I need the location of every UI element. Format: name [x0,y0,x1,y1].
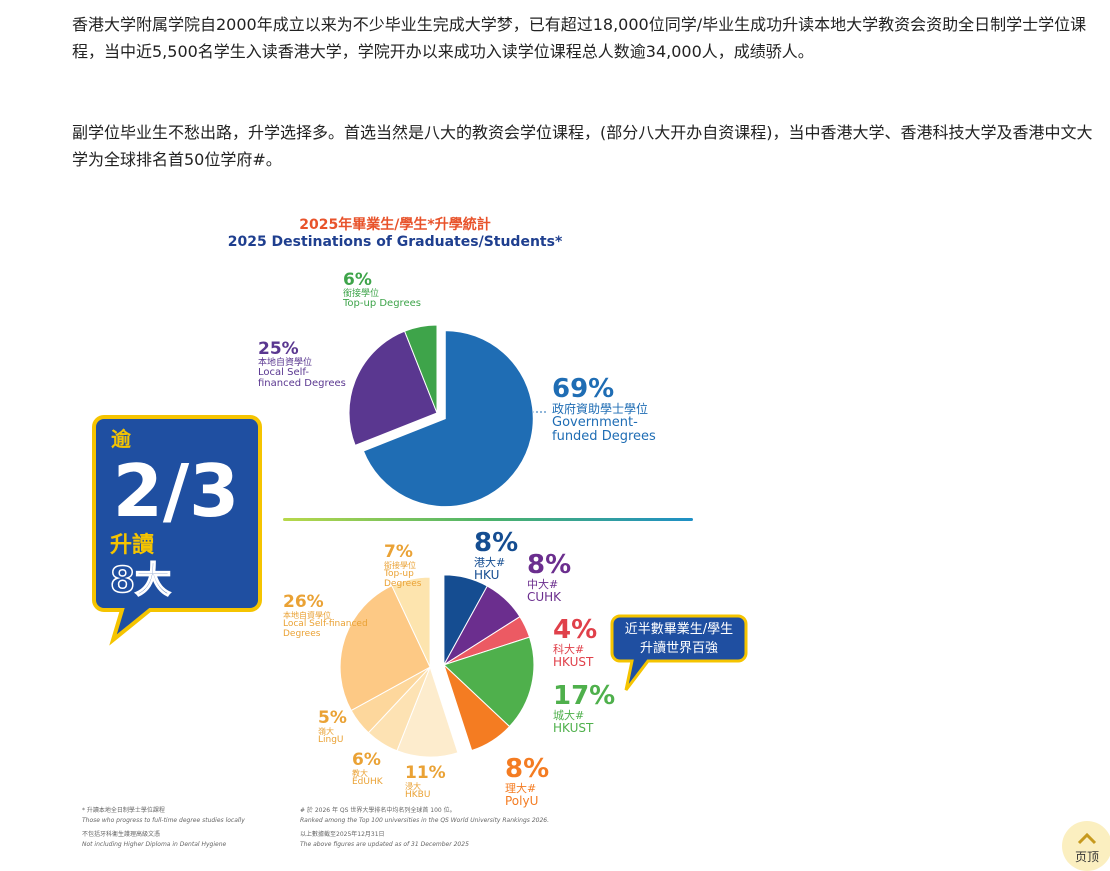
pie-slice [391,576,431,668]
category-en: HKUST [553,654,594,669]
category-en: LingU [318,735,344,746]
category-zh: 嶺大 [318,726,334,736]
category-en: Top-up Degrees [384,569,422,589]
pie-slice [442,636,535,728]
slice-label: 6% 銜接學位 Top-up Degrees [343,270,423,310]
category-en: EdUHK [352,777,383,788]
badge [92,415,262,646]
badge-verb: 升讀 [110,533,154,558]
footnote: The above figures are updated as of 31 D… [300,841,469,848]
category-en: Top-up Degrees [343,298,421,310]
badge-fraction: 2/3 [113,449,240,533]
value-label: 11% [405,763,446,783]
title-zh: 2025年畢業生/學生*升學統計 [299,216,490,233]
category-zh: 浸大 [405,781,421,791]
paragraph: 副学位毕业生不愁出路，升学选择多。首选当然是八大的教资会学位课程，(部分八大开办… [72,123,1093,169]
slice-label: 25% 本地自資學位 Local Self-financed Degrees [258,339,348,389]
pie-slice [362,330,534,508]
slice-label: 26% 本地自資學位 Local Self-financed Degrees [283,592,373,639]
category-en: PolyU [505,793,539,808]
slice-label: 17% 城大# HKUST [553,681,616,735]
slice-label: 6% 教大 EdUHK [352,750,402,788]
category-zh: 城大# [553,709,585,723]
footnote: Not including Higher Diploma in Dental H… [82,841,227,848]
category-zh: 理大# [505,782,537,796]
category-en: HKU [474,567,500,582]
category-zh: 本地自資學位 [283,610,331,620]
divider [283,518,693,521]
slice-label: 8% 理大# PolyU [505,754,565,808]
back-to-top-label[interactable]: 页顶 [1075,850,1099,864]
pie-slice [339,584,431,712]
value-label: 5% [318,708,347,728]
badge-target: 8大 [110,560,171,601]
badge-prefix: 逾 [111,427,132,451]
category-zh: 中大# [527,578,559,592]
value-label: 7% [384,542,413,562]
category-zh: 政府資助學士學位 [552,402,649,417]
slice-label: 4% 科大# HKUST [553,615,613,669]
value-label: 8% [505,754,550,784]
pie-slice [443,664,511,752]
category-zh: 港大# [474,556,506,570]
footnote: 不包括牙科衞生護理高級文憑 [82,831,161,838]
callout-line: 升讀世界百強 [640,641,718,656]
slice-label: 69% 政府資助學士學位 Government-funded Degrees [552,374,672,444]
category-zh: 本地自資學位 [258,357,313,368]
slice-label: 11% 浸大 HKBU [405,763,455,801]
value-label: 4% [553,615,598,645]
value-label: 25% [258,339,299,359]
value-label: 17% [553,681,616,711]
category-zh: 科大# [553,643,585,657]
slice-label: 8% 中大# CUHK [527,550,587,604]
value-label: 8% [527,550,572,580]
category-en: Local Self-financed Degrees [283,619,368,639]
footnote: 以上數據截至2025年12月31日 [300,831,385,838]
category-zh: 銜接學位 [343,288,380,299]
callout [610,614,748,691]
pie-slice [403,324,438,414]
value-label: 6% [343,270,372,290]
footnote: Those who progress to full-time degree s… [82,817,245,824]
value-label: 6% [352,750,381,770]
value-label: 69% [552,374,615,404]
title-en: 2025 Destinations of Graduates/Students* [228,234,563,250]
back-to-top-icon [1077,832,1097,845]
footnote: # 於 2026 年 QS 世界大學排名中均名列全球首 100 位。 [300,807,456,814]
category-en: Local Self-financed Degrees [258,367,346,389]
category-zh: 教大 [352,768,368,778]
category-en: Government-funded Degrees [552,414,656,444]
slice-label: 7% 銜接學位 Top-up Degrees [384,542,444,589]
footnote: Ranked among the Top 100 universities in… [300,817,549,824]
footnotes: * 升讀本地全日制學士學位課程 Those who progress to ful… [82,806,245,850]
slice-label: 5% 嶺大 LingU [318,708,368,746]
category-en: HKUST [553,720,594,735]
callout-line: 近半數畢業生/學生 [625,621,733,637]
value-label: 8% [474,528,519,558]
category-en: CUHK [527,589,562,604]
category-en: HKBU [405,790,431,801]
footnote: * 升讀本地全日制學士學位課程 [82,807,165,814]
value-label: 26% [283,592,324,612]
category-zh: 銜接學位 [384,560,416,570]
footnotes: # 於 2026 年 QS 世界大學排名中均名列全球首 100 位。 Ranked… [300,806,549,850]
pie-slice [348,330,438,447]
paragraph: 香港大学附属学院自2000年成立以来为不少毕业生完成大学梦，已有超过18,000… [72,15,1087,61]
back-to-top[interactable] [1062,821,1110,871]
slice-label: 8% 港大# HKU [474,528,534,582]
